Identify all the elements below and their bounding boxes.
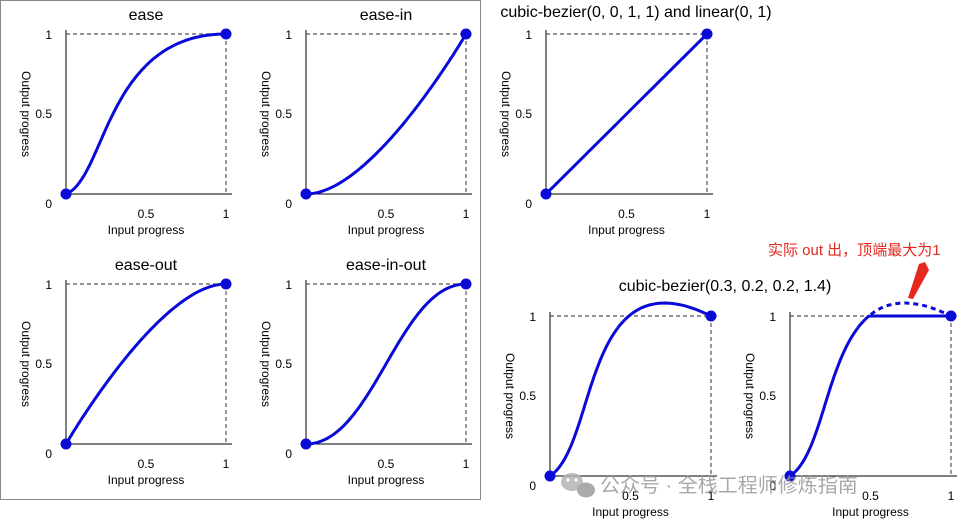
tick-label-y-one: 1 bbox=[769, 310, 776, 324]
tick-label-y-half: 0.5 bbox=[759, 389, 776, 403]
tick-label-origin: 0 bbox=[45, 447, 52, 461]
easing-curve bbox=[65, 32, 227, 196]
end-point bbox=[220, 28, 232, 40]
x-axis-label: Input progress bbox=[832, 505, 909, 519]
tick-label-x-half: 0.5 bbox=[622, 489, 639, 503]
tick-label-x-half: 0.5 bbox=[138, 207, 155, 221]
easing-curve bbox=[64, 282, 227, 445]
title-cubic-bezier: cubic-bezier(0.3, 0.2, 0.2, 1.4) bbox=[619, 278, 832, 295]
end-point bbox=[701, 28, 713, 40]
title-linear: cubic-bezier(0, 0, 1, 1) and linear(0, 1… bbox=[500, 4, 771, 21]
chart-ease: 0 0.5 1 0.5 1 Input progress Output progress bbox=[19, 28, 232, 237]
easing-curve bbox=[305, 282, 467, 446]
tick-label-origin: 0 bbox=[285, 447, 292, 461]
y-axis-label: Output progress bbox=[259, 71, 273, 157]
tick-label-x-one: 1 bbox=[223, 457, 230, 471]
title-ease: ease bbox=[129, 7, 164, 24]
tick-label-y-half: 0.5 bbox=[519, 389, 536, 403]
tick-label-x-one: 1 bbox=[223, 207, 230, 221]
end-point bbox=[220, 278, 232, 290]
tick-label-x-half: 0.5 bbox=[138, 457, 155, 471]
title-ease-in: ease-in bbox=[360, 7, 412, 24]
tick-label-x-one: 1 bbox=[463, 207, 470, 221]
tick-label-origin: 0 bbox=[285, 197, 292, 211]
tick-label-x-one: 1 bbox=[708, 489, 715, 503]
y-axis-label: Output progress bbox=[499, 71, 513, 157]
tick-label-x-half: 0.5 bbox=[862, 489, 879, 503]
x-axis-label: Input progress bbox=[348, 223, 425, 237]
tick-label-y-half: 0.5 bbox=[35, 357, 52, 371]
easing-curve bbox=[789, 314, 951, 478]
tick-label-origin: 0 bbox=[529, 479, 536, 493]
tick-label-y-half: 0.5 bbox=[275, 107, 292, 121]
chart-cubic-bezier-overshoot: 0 0.5 1 0.5 1 Input progress Output progress bbox=[503, 301, 717, 519]
annotation-arrow bbox=[908, 262, 929, 299]
start-point bbox=[300, 438, 312, 450]
tick-label-x-one: 1 bbox=[948, 489, 955, 503]
annotation-text: 实际 out 出，顶端最大为1 bbox=[768, 242, 941, 259]
watermark-text: 公众号 · 全栈工程师修炼指南 bbox=[600, 474, 858, 497]
x-axis-label: Input progress bbox=[588, 223, 665, 237]
y-axis-label: Output progress bbox=[259, 321, 273, 407]
tick-label-x-half: 0.5 bbox=[378, 457, 395, 471]
easing-curve bbox=[549, 301, 712, 478]
tick-label-x-half: 0.5 bbox=[618, 207, 635, 221]
tick-label-origin: 0 bbox=[45, 197, 52, 211]
y-axis-label: Output progress bbox=[743, 353, 757, 439]
tick-label-x-half: 0.5 bbox=[378, 207, 395, 221]
x-axis-label: Input progress bbox=[108, 223, 185, 237]
tick-label-y-half: 0.5 bbox=[275, 357, 292, 371]
end-point bbox=[945, 310, 957, 322]
title-ease-out: ease-out bbox=[115, 257, 178, 274]
chart-ease-in: 0 0.5 1 0.5 1 Input progress Output progress bbox=[259, 28, 472, 237]
tick-label-y-one: 1 bbox=[45, 28, 52, 42]
chart-linear: 0 0.5 1 0.5 1 Input progress Output progress bbox=[499, 28, 713, 237]
y-axis-label: Output progress bbox=[19, 321, 33, 407]
tick-label-origin: 0 bbox=[769, 479, 776, 493]
tick-label-y-half: 0.5 bbox=[35, 107, 52, 121]
wechat-icon bbox=[561, 473, 595, 498]
end-point bbox=[705, 310, 717, 322]
title-ease-in-out: ease-in-out bbox=[346, 257, 427, 274]
left-panel-frame bbox=[0, 0, 481, 500]
y-axis-label: Output progress bbox=[19, 71, 33, 157]
start-point bbox=[60, 188, 72, 200]
tick-label-y-one: 1 bbox=[285, 28, 292, 42]
x-axis-label: Input progress bbox=[348, 473, 425, 487]
start-point bbox=[300, 188, 312, 200]
start-point bbox=[784, 470, 796, 482]
start-point bbox=[60, 438, 72, 450]
tick-label-y-one: 1 bbox=[45, 278, 52, 292]
start-point bbox=[540, 188, 552, 200]
end-point bbox=[460, 28, 472, 40]
tick-label-y-one: 1 bbox=[525, 28, 532, 42]
easing-curve bbox=[544, 32, 709, 196]
x-axis-label: Input progress bbox=[592, 505, 669, 519]
tick-label-x-one: 1 bbox=[704, 207, 711, 221]
y-axis-label: Output progress bbox=[503, 353, 517, 439]
easing-curve bbox=[305, 33, 468, 196]
tick-label-y-half: 0.5 bbox=[515, 107, 532, 121]
tick-label-y-one: 1 bbox=[529, 310, 536, 324]
chart-ease-out: 0 0.5 1 0.5 1 Input progress Output progress bbox=[19, 278, 232, 487]
watermark: 公众号 · 全栈工程师修炼指南 bbox=[561, 473, 858, 498]
tick-label-origin: 0 bbox=[525, 197, 532, 211]
overshoot-dashed-curve bbox=[870, 301, 952, 318]
tick-label-x-one: 1 bbox=[463, 457, 470, 471]
x-axis-label: Input progress bbox=[108, 473, 185, 487]
chart-cubic-bezier-clamped: 0 0.5 1 0.5 1 Input progress Output progress bbox=[743, 301, 957, 519]
tick-label-y-one: 1 bbox=[285, 278, 292, 292]
start-point bbox=[544, 470, 556, 482]
chart-ease-in-out: 0 0.5 1 0.5 1 Input progress Output progress bbox=[259, 278, 472, 487]
end-point bbox=[460, 278, 472, 290]
